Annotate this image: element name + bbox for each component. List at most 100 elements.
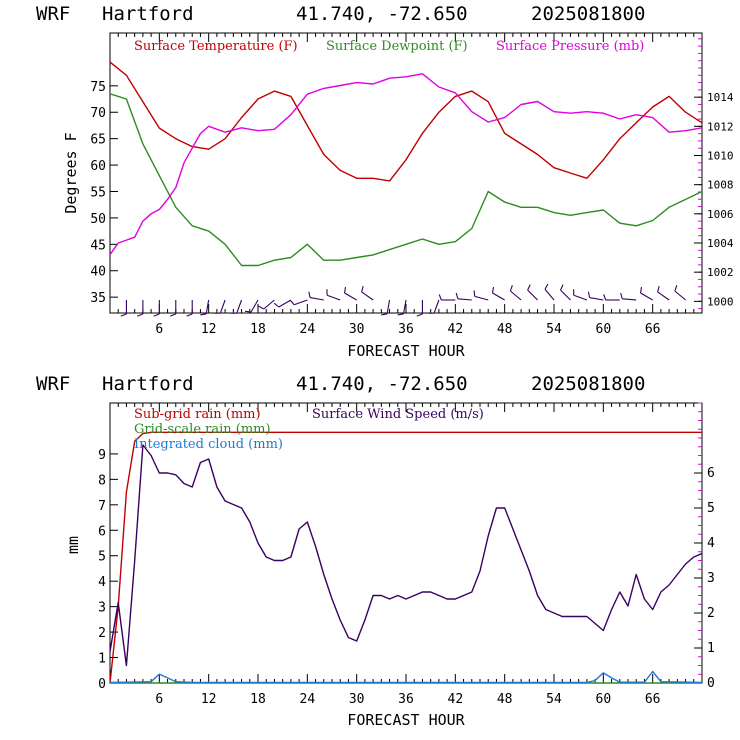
- y2-tick-label: 1004: [707, 237, 734, 250]
- y2-tick-label: 1000: [707, 295, 734, 308]
- series-line-surface-dewpoint-f: [109, 93, 703, 267]
- y2-tick-label: 5: [707, 501, 715, 516]
- y2-tick-label: 1010: [707, 150, 734, 163]
- wind-barb: [397, 299, 407, 316]
- x-tick-label: 60: [596, 692, 612, 707]
- wind-barb: [361, 286, 374, 301]
- y2-tick-label: 1002: [707, 266, 734, 279]
- x-tick-label: 48: [497, 322, 513, 337]
- wind-barb: [153, 300, 160, 317]
- y-tick-label: 6: [98, 524, 106, 539]
- x-tick-label: 12: [201, 692, 217, 707]
- wind-barb: [428, 299, 440, 314]
- wind-barb: [657, 286, 670, 301]
- y2-tick-label: 1012: [707, 120, 734, 133]
- y-tick-label: 5: [98, 550, 106, 565]
- y-tick-label: 45: [90, 238, 106, 253]
- legend-dewpoint: Surface Dewpoint (F): [326, 39, 468, 54]
- wind-barb: [186, 300, 193, 317]
- y-tick-label: 3: [98, 601, 106, 616]
- wind-barb: [343, 286, 357, 301]
- wind-barb: [438, 294, 456, 301]
- wind-barb: [674, 285, 686, 301]
- y-tick-label: 1: [98, 652, 106, 667]
- y-tick-label: 4: [98, 575, 106, 590]
- x-tick-label: 54: [546, 322, 562, 337]
- coords-label: 41.740, -72.650: [296, 3, 468, 25]
- location-label: Hartford: [102, 373, 194, 395]
- wind-barb: [289, 299, 308, 306]
- y-tick-label: 9: [98, 448, 106, 463]
- location-label: Hartford: [102, 3, 194, 25]
- wind-barb: [258, 299, 275, 310]
- legend-integrated-cloud: Integrated cloud (mm): [134, 437, 283, 452]
- y2-tick-label: 1006: [707, 208, 734, 221]
- x-tick-label: 12: [201, 322, 217, 337]
- y-tick-label: 50: [90, 212, 106, 227]
- series-line-sub-grid-rain-mm: [109, 431, 702, 684]
- y-tick-label: 60: [90, 159, 106, 174]
- panel2-legend: Sub-grid rain (mm) Surface Wind Speed (m…: [134, 407, 484, 452]
- wind-barb: [620, 292, 637, 301]
- panel2-xlabel: FORECAST HOUR: [347, 711, 465, 729]
- wind-barb: [416, 300, 423, 317]
- panel1-xlabel: FORECAST HOUR: [347, 342, 465, 360]
- wind-barb: [326, 289, 341, 301]
- x-tick-label: 30: [349, 692, 365, 707]
- wind-barb: [230, 299, 243, 314]
- panel1-ylabel: Degrees F: [62, 132, 80, 213]
- y2-tick-label: 3: [707, 571, 715, 586]
- series-line-surface-wind-speed-m-s: [109, 444, 703, 667]
- run-label: 2025081800: [531, 373, 645, 395]
- panel1-legend: Surface Temperature (F) Surface Dewpoint…: [134, 39, 644, 54]
- y2-tick-label: 4: [707, 536, 715, 551]
- x-tick-label: 48: [497, 692, 513, 707]
- y-tick-label: 7: [98, 499, 106, 514]
- y-tick-label: 75: [90, 80, 106, 95]
- wind-barb: [560, 284, 571, 301]
- model-label: WRF: [36, 373, 70, 395]
- legend-subgrid-rain: Sub-grid rain (mm): [134, 407, 261, 422]
- panel2-ylabel: mm: [64, 536, 82, 554]
- y-tick-label: 40: [90, 265, 106, 280]
- x-tick-label: 36: [398, 692, 414, 707]
- legend-wind-speed: Surface Wind Speed (m/s): [312, 407, 484, 422]
- y-tick-label: 55: [90, 185, 106, 200]
- run-label: 2025081800: [531, 3, 645, 25]
- wind-barb: [573, 289, 588, 301]
- wind-barb: [308, 291, 324, 301]
- wind-barb: [273, 299, 292, 308]
- x-tick-label: 54: [546, 692, 562, 707]
- wind-barb: [603, 294, 620, 301]
- legend-pressure: Surface Pressure (mb): [496, 39, 644, 54]
- wind-barb: [473, 290, 489, 301]
- series-line-surface-temperature-f: [109, 61, 703, 182]
- x-tick-label: 6: [155, 692, 163, 707]
- x-tick-label: 66: [645, 322, 661, 337]
- y2-tick-label: 0: [707, 676, 715, 691]
- wind-barb: [639, 286, 653, 301]
- wind-barb: [544, 283, 555, 301]
- y2-tick-label: 1: [707, 641, 715, 656]
- wind-barb: [491, 286, 505, 301]
- panel1-header: WRF Hartford 41.740, -72.650 2025081800: [36, 3, 645, 25]
- y-tick-label: 0: [98, 677, 106, 692]
- y-tick-label: 35: [90, 291, 106, 306]
- x-tick-label: 18: [250, 692, 266, 707]
- wind-barb: [120, 300, 127, 317]
- wind-barb: [455, 292, 472, 301]
- y2-tick-label: 6: [707, 466, 715, 481]
- y-tick-label: 70: [90, 106, 106, 121]
- wind-barb: [509, 285, 522, 301]
- y2-tick-label: 2: [707, 606, 715, 621]
- x-tick-label: 24: [300, 692, 316, 707]
- y-tick-label: 2: [98, 626, 106, 641]
- y2-tick-label: 1008: [707, 179, 734, 192]
- x-tick-label: 6: [155, 322, 163, 337]
- wind-barb: [381, 299, 391, 316]
- x-tick-label: 60: [596, 322, 612, 337]
- x-tick-label: 42: [448, 692, 464, 707]
- legend-temperature: Surface Temperature (F): [134, 39, 298, 54]
- series-line-integrated-cloud-mm: [109, 670, 703, 684]
